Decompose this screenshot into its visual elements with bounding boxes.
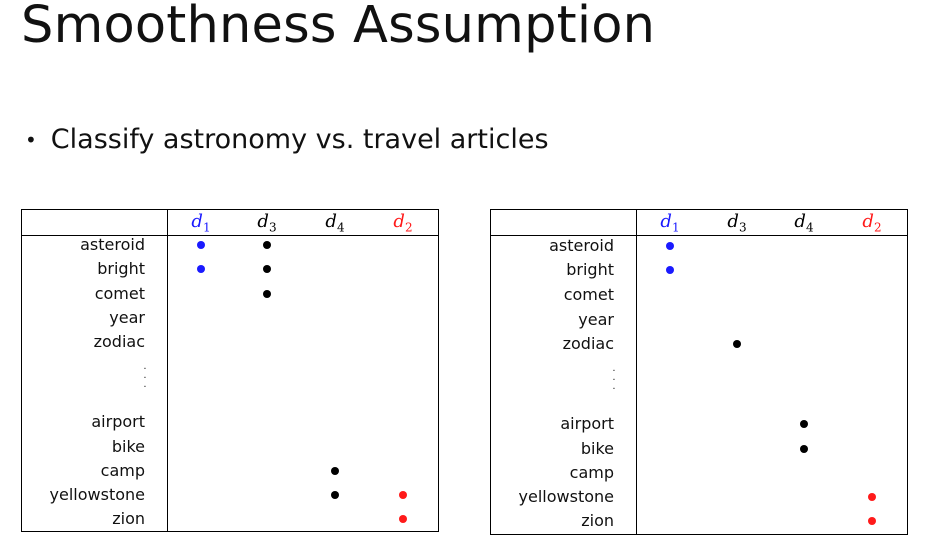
bullet-item: • Classify astronomy vs. travel articles [25,124,549,155]
bullet-icon: • [25,127,37,152]
bullet-text: Classify astronomy vs. travel articles [50,124,549,155]
row-label-comet: comet [94,284,145,303]
occurrence-dot [868,493,876,501]
column-header-d3: d3 [247,211,287,235]
column-header-letter: d [393,211,405,232]
occurrence-dot [399,515,407,523]
row-label-camp: camp [569,463,614,482]
column-header-letter: d [862,211,874,232]
row-label-bike: bike [580,439,614,458]
row-label-zion: zion [581,511,614,530]
ellipsis-dot: . [612,363,616,374]
occurrence-dot [197,241,205,249]
occurrence-dot [263,265,271,273]
row-label-zodiac: zodiac [562,334,614,353]
occurrence-dot [666,242,674,250]
column-header-letter: d [660,211,672,232]
row-label-year: year [578,310,614,329]
column-header-index: 4 [336,220,345,235]
row-label-asteroid: asteroid [80,235,145,254]
column-header-d2: d2 [383,211,423,235]
column-header-index: 3 [268,220,277,235]
column-header-index: 1 [671,220,680,235]
column-header-d3: d3 [717,211,757,235]
column-header-index: 2 [873,220,882,235]
occurrence-dot [331,467,339,475]
label-column-divider [636,210,637,534]
column-header-index: 4 [805,220,814,235]
row-label-yellowstone: yellowstone [49,485,145,504]
column-header-index: 1 [202,220,211,235]
row-label-bright: bright [97,259,145,278]
vertical-ellipsis: ... [611,363,617,392]
occurrence-dot [800,420,808,428]
row-label-comet: comet [563,285,614,304]
column-header-index: 2 [404,220,413,235]
ellipsis-dot: . [612,372,616,383]
row-label-year: year [109,308,145,327]
occurrence-dot [733,340,741,348]
ellipsis-dot: . [143,379,147,390]
column-header-letter: d [257,211,269,232]
header-divider [491,235,907,236]
column-header-d1: d1 [650,211,690,235]
column-header-letter: d [325,211,337,232]
column-header-letter: d [794,211,806,232]
ellipsis-dot: . [612,381,616,392]
row-label-asteroid: asteroid [549,236,614,255]
ellipsis-dot: . [143,361,147,372]
row-label-bike: bike [111,437,145,456]
header-divider [22,235,438,236]
slide-title: Smoothness Assumption [21,0,656,55]
column-header-d4: d4 [315,211,355,235]
occurrence-dot [399,491,407,499]
column-header-d4: d4 [784,211,824,235]
column-header-letter: d [727,211,739,232]
occurrence-dot [263,241,271,249]
column-header-d2: d2 [852,211,892,235]
row-label-zodiac: zodiac [93,332,145,351]
row-label-airport: airport [560,414,614,433]
label-column-divider [167,210,168,531]
column-header-d1: d1 [181,211,221,235]
row-label-zion: zion [112,509,145,528]
column-header-letter: d [191,211,203,232]
column-header-index: 3 [738,220,747,235]
ellipsis-dot: . [143,370,147,381]
row-label-airport: airport [91,412,145,431]
vertical-ellipsis: ... [142,361,148,390]
occurrence-dot [331,491,339,499]
occurrence-dot [800,445,808,453]
occurrence-dot [666,266,674,274]
occurrence-dot [263,290,271,298]
row-label-camp: camp [100,461,145,480]
row-label-yellowstone: yellowstone [518,487,614,506]
term-document-table: d1 d3 d4 d2 asteroid bright comet year zodiac air… [490,209,908,535]
term-document-table: d1 d3 d4 d2 asteroid bright comet year zodiac air… [21,209,439,532]
occurrence-dot [868,517,876,525]
occurrence-dot [197,265,205,273]
row-label-bright: bright [566,260,614,279]
